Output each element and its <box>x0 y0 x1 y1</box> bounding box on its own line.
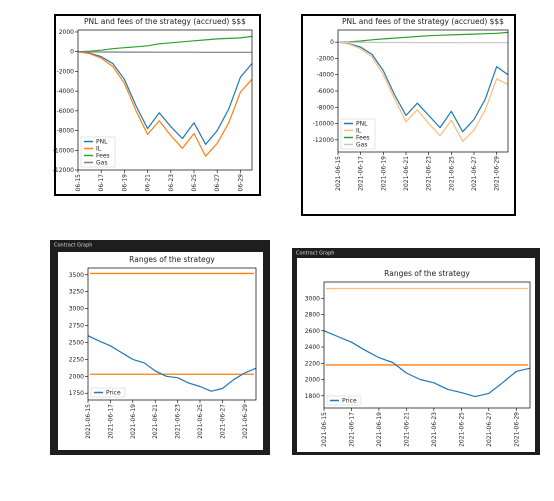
y-tick-label: 3000 <box>305 295 320 302</box>
y-tick-label: -12000 <box>313 137 334 144</box>
legend-label: PNL <box>356 121 368 128</box>
y-tick-label: -2000 <box>317 55 335 62</box>
plot-frame <box>77 29 253 171</box>
legend-label: PNL <box>96 139 108 146</box>
x-tick-label: 2021-06-19 <box>380 156 387 191</box>
y-tick-label: 2200 <box>305 360 320 367</box>
legend-label: Price <box>106 390 121 397</box>
y-tick-label: -8000 <box>317 104 335 111</box>
x-tick-label: 2021-06-27 <box>486 412 493 447</box>
canvas <box>297 258 535 452</box>
legend-label: IL <box>356 128 362 135</box>
y-tick-label: -4000 <box>317 72 335 79</box>
legend-label: IL <box>96 146 102 153</box>
x-tick-label: 2021-06-29 <box>494 156 501 191</box>
x-tick-label: 06-19 <box>121 174 128 192</box>
x-tick-label: 06-17 <box>98 174 105 192</box>
x-tick-label: 2021-06-29 <box>513 412 520 447</box>
y-tick-label: -2000 <box>57 68 75 75</box>
window-title: Contract Graph <box>296 251 334 257</box>
x-tick-label: 2021-06-21 <box>403 156 410 191</box>
window <box>301 14 516 216</box>
x-tick-label: 2021-06-17 <box>348 412 355 447</box>
canvas <box>58 252 263 450</box>
legend-label: Fees <box>356 135 370 142</box>
legend-label: Gas <box>356 142 367 149</box>
x-tick-label: 2021-06-23 <box>431 412 438 447</box>
series-line <box>323 330 531 398</box>
y-tick-label: 2000 <box>69 373 84 380</box>
x-tick-label: 06-25 <box>191 174 198 192</box>
plot-frame <box>337 29 509 153</box>
y-tick-label: -10000 <box>313 121 334 128</box>
chart-title: PNL and fees of the strategy (accrued) $… <box>342 17 504 26</box>
x-tick-label: 2021-06-17 <box>107 404 114 439</box>
legend <box>326 395 362 406</box>
x-tick-label: 2021-06-25 <box>448 156 455 191</box>
x-tick-label: 2021-06-27 <box>471 156 478 191</box>
y-tick-label: -12000 <box>53 167 74 174</box>
y-tick-label: 2000 <box>59 29 74 36</box>
series-line <box>337 41 509 133</box>
x-tick-label: 2021-06-23 <box>175 404 182 439</box>
series-line <box>77 51 253 145</box>
series-line <box>77 51 253 157</box>
x-tick-label: 2021-06-15 <box>335 156 342 191</box>
series-line <box>337 41 509 142</box>
y-tick-label: 2400 <box>305 344 320 351</box>
series-line <box>337 41 508 44</box>
y-tick-label: 1750 <box>69 390 84 397</box>
y-tick-label: 2000 <box>305 377 320 384</box>
x-tick-label: 2021-06-19 <box>130 404 137 439</box>
y-tick-label: 1800 <box>305 393 320 400</box>
window-title: Contract Graph <box>54 243 92 249</box>
x-tick-label: 2021-06-21 <box>403 412 410 447</box>
legend-label: Price <box>342 398 357 405</box>
x-tick-label: 2021-06-25 <box>458 412 465 447</box>
x-tick-label: 2021-06-27 <box>219 404 226 439</box>
y-tick-label: 2250 <box>69 356 84 363</box>
legend-label: Gas <box>96 160 107 167</box>
chart-title: Ranges of the strategy <box>129 255 215 264</box>
y-tick-label: 3000 <box>69 306 84 313</box>
y-tick-label: 0 <box>70 49 74 56</box>
y-tick-label: 2750 <box>69 323 84 330</box>
x-tick-label: 2021-06-21 <box>152 404 159 439</box>
x-tick-label: 06-29 <box>237 174 244 192</box>
series-line <box>77 35 253 53</box>
x-tick-label: 2021-06-17 <box>358 156 365 191</box>
x-tick-label: 06-23 <box>168 174 175 192</box>
x-tick-label: 2021-06-15 <box>85 404 92 439</box>
x-tick-label: 2021-06-15 <box>321 412 328 447</box>
y-tick-label: -6000 <box>317 88 335 95</box>
y-tick-label: -10000 <box>53 147 74 154</box>
legend-label: Fees <box>96 153 110 160</box>
plot-frame <box>87 267 257 401</box>
x-tick-label: 06-15 <box>75 174 82 192</box>
x-tick-label: 2021-06-29 <box>242 404 249 439</box>
y-tick-label: 2600 <box>305 328 320 335</box>
y-tick-label: -4000 <box>57 88 75 95</box>
x-tick-label: 06-21 <box>145 174 152 192</box>
y-tick-label: -6000 <box>57 108 75 115</box>
series-line <box>87 335 257 392</box>
x-tick-label: 2021-06-23 <box>426 156 433 191</box>
x-tick-label: 06-27 <box>214 174 221 192</box>
y-tick-label: 2800 <box>305 312 320 319</box>
x-tick-label: 2021-06-25 <box>197 404 204 439</box>
series-line <box>337 31 509 43</box>
plot-frame <box>323 281 531 409</box>
y-tick-label: 3500 <box>69 272 84 279</box>
y-tick-label: 2500 <box>69 339 84 346</box>
chart-title: Ranges of the strategy <box>384 269 470 278</box>
chart-title: PNL and fees of the strategy (accrued) $… <box>84 17 246 26</box>
y-tick-label: 3250 <box>69 289 84 296</box>
y-tick-label: 0 <box>330 39 334 46</box>
series-line <box>77 51 252 53</box>
window <box>54 14 261 196</box>
legend <box>90 387 126 398</box>
y-tick-label: -8000 <box>57 128 75 135</box>
x-tick-label: 2021-06-19 <box>376 412 383 447</box>
